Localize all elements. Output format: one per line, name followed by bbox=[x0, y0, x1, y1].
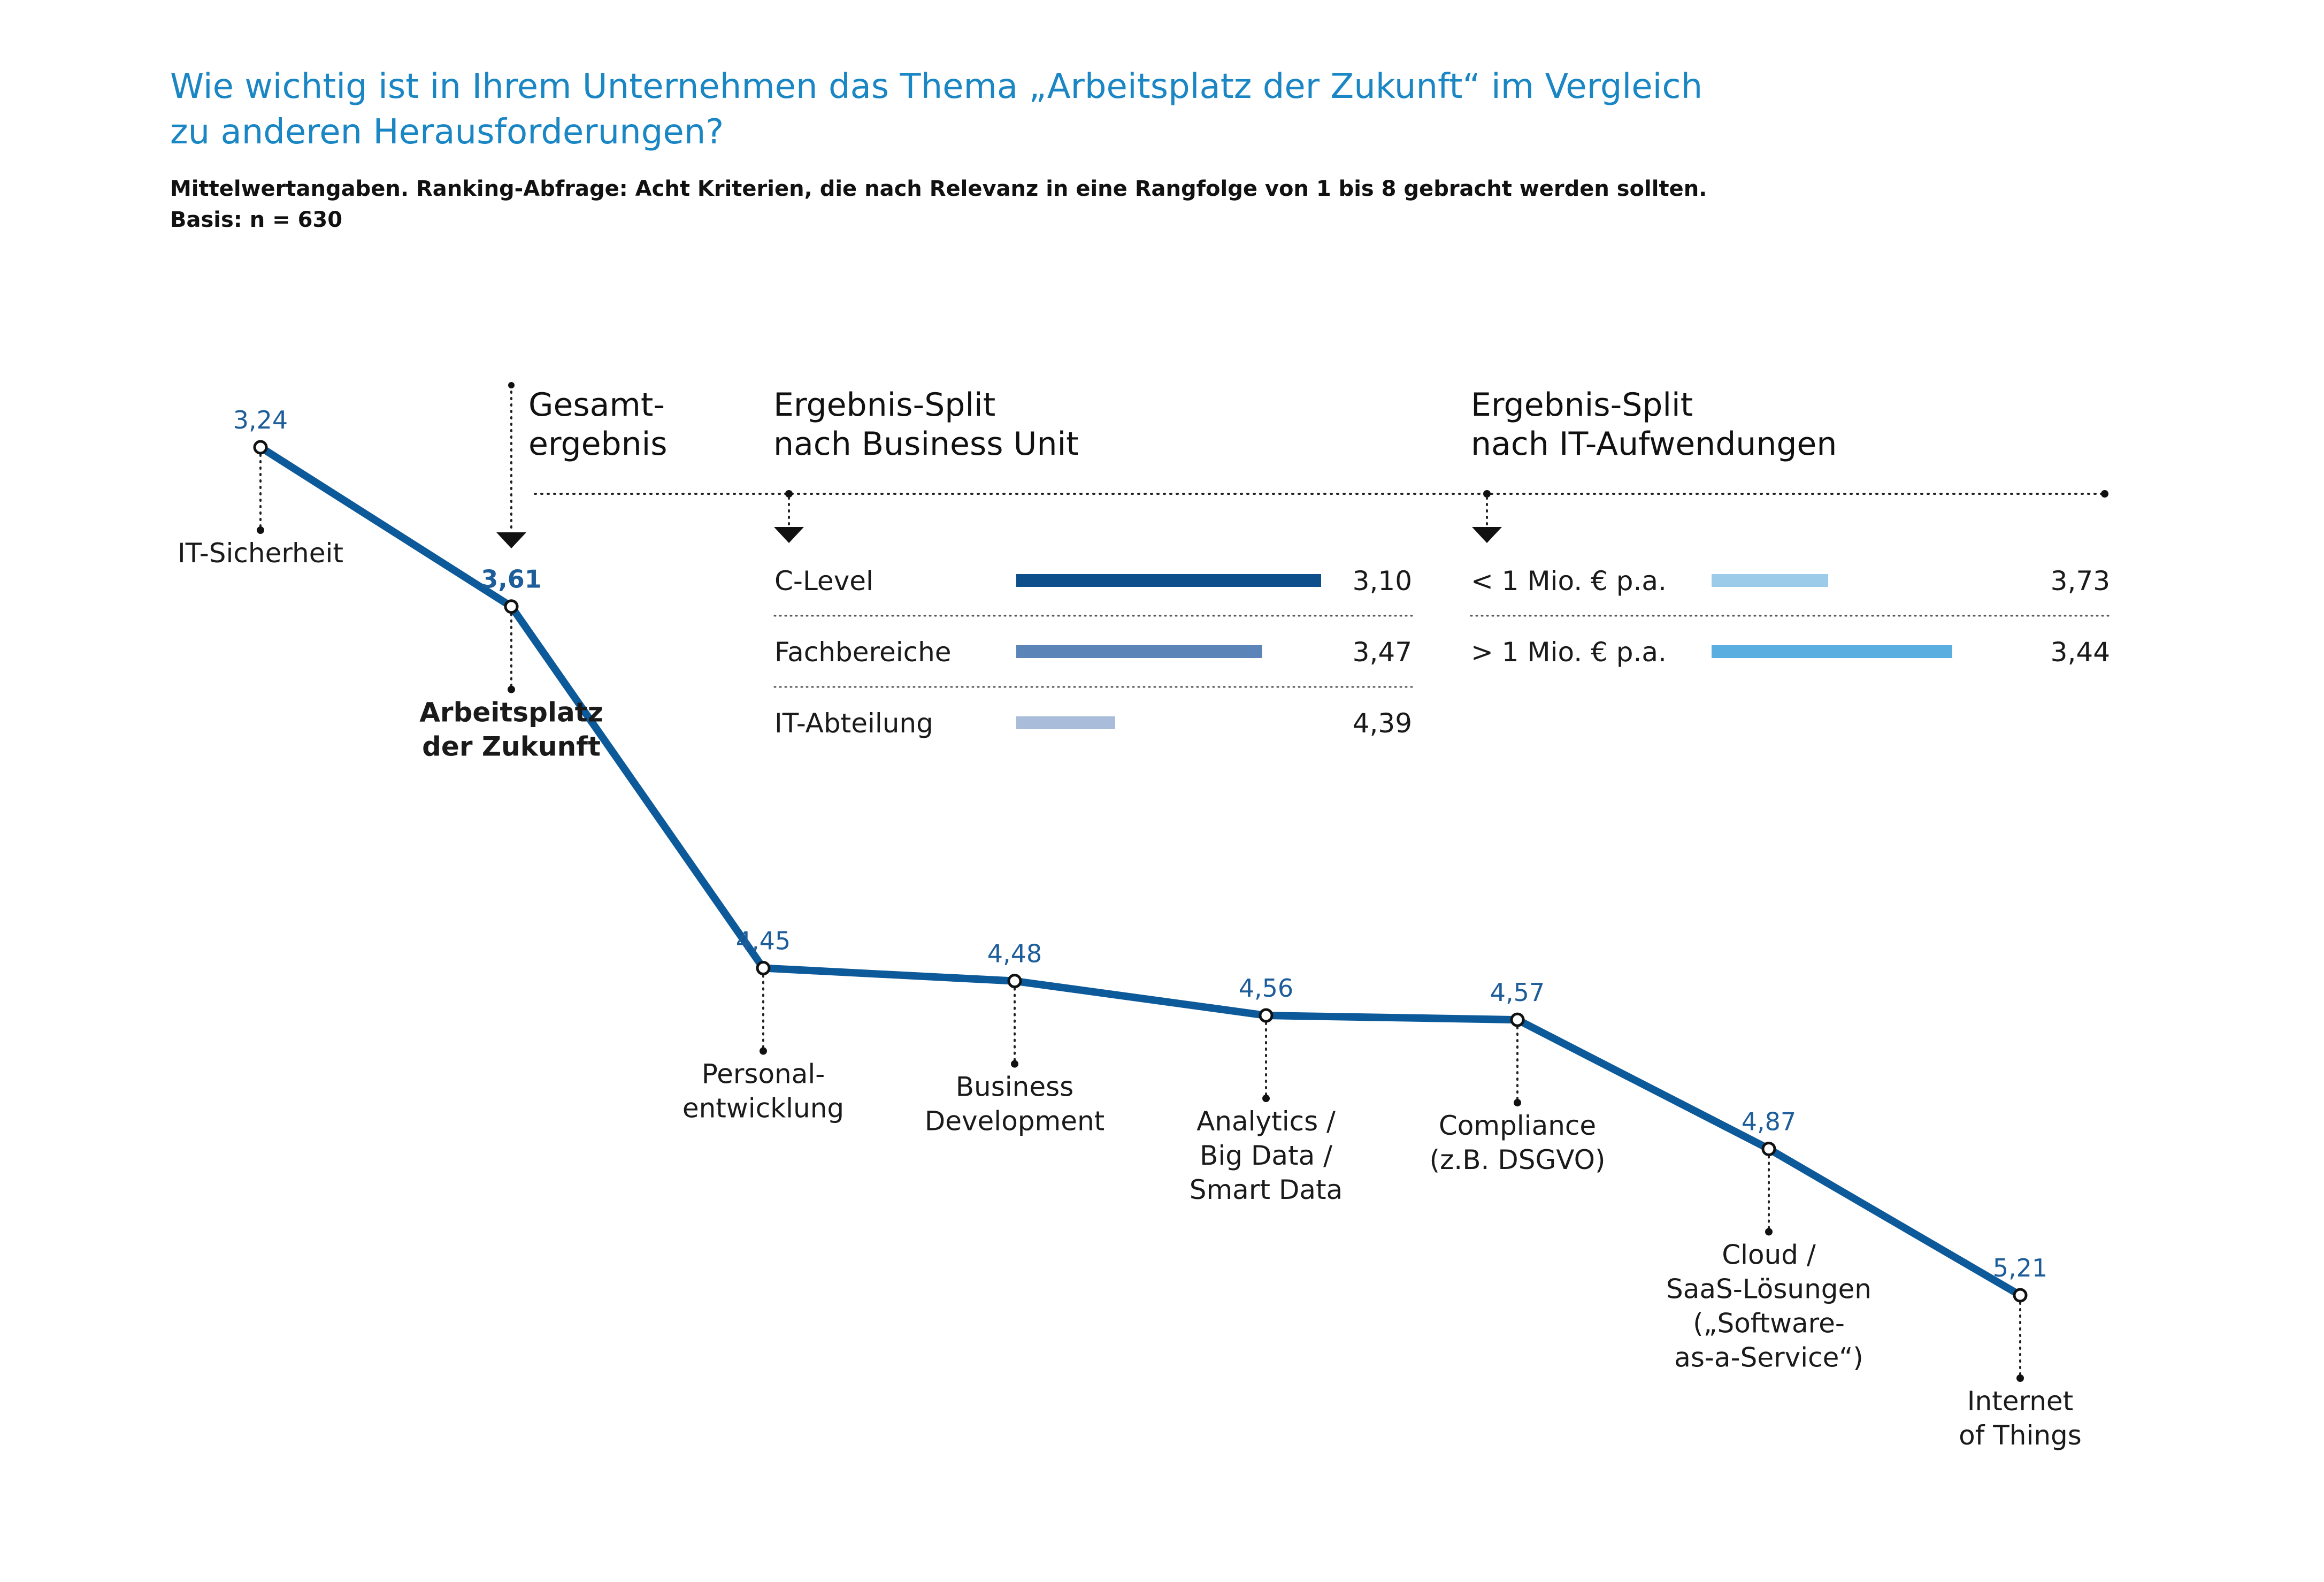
category-label: Cloud / bbox=[1722, 1239, 1816, 1270]
it-spend-heading-line-2: nach IT-Aufwendungen bbox=[1471, 425, 1837, 463]
split-connector-end-dot bbox=[2101, 490, 2108, 498]
connector-lines bbox=[496, 382, 2108, 548]
category-label: Internet bbox=[1967, 1386, 2074, 1417]
category-label: entwicklung bbox=[682, 1093, 844, 1124]
data-point bbox=[2013, 1288, 2028, 1303]
category-label: („Software- bbox=[1693, 1308, 1845, 1339]
business-unit-connector-dot bbox=[785, 490, 793, 498]
overall-connector-top-dot bbox=[508, 382, 515, 388]
it-spend-heading-line-1: Ergebnis-Split bbox=[1471, 386, 1693, 424]
category-label: SaaS-Lösungen bbox=[1666, 1273, 1872, 1304]
data-point bbox=[504, 599, 519, 614]
business-unit-bar bbox=[1016, 716, 1115, 729]
chart-subtitle-line-1: Mittelwertangaben. Ranking-Abfrage: Acht… bbox=[170, 177, 1707, 201]
data-point bbox=[1761, 1141, 1776, 1156]
leader-end-dot bbox=[1011, 1060, 1018, 1068]
business-unit-heading-line-2: nach Business Unit bbox=[773, 425, 1079, 463]
category-label: Personal- bbox=[702, 1059, 825, 1090]
data-label: 4,87 bbox=[1742, 1107, 1796, 1136]
chart-subtitle-line-2: Basis: n = 630 bbox=[170, 208, 342, 232]
data-label: 3,24 bbox=[233, 406, 288, 434]
business-unit-row-label: C-Level bbox=[774, 565, 873, 597]
business-unit-bar bbox=[1016, 645, 1262, 658]
it-spend-row-label: > 1 Mio. € p.a. bbox=[1471, 637, 1667, 668]
overall-heading-line-2: ergebnis bbox=[528, 425, 668, 463]
it-spend-row-value: 3,44 bbox=[2051, 637, 2110, 668]
business-unit-bar bbox=[1016, 574, 1321, 587]
data-label: 5,21 bbox=[1993, 1254, 2047, 1282]
it-spend-table: < 1 Mio. € p.a. 3,73 > 1 Mio. € p.a. 3,44 bbox=[1470, 565, 2111, 668]
data-label: 4,45 bbox=[736, 927, 791, 956]
chart-title-line-1: Wie wichtig ist in Ihrem Unternehmen das… bbox=[170, 67, 1702, 106]
it-spend-connector-dot bbox=[1483, 490, 1491, 498]
business-unit-table: C-Level 3,10 Fachbereiche 3,47 IT-Abteilung 4… bbox=[773, 565, 1413, 739]
leader-end-dot bbox=[508, 685, 515, 693]
category-label: (z.B. DSGVO) bbox=[1430, 1144, 1606, 1175]
it-spend-heading: Ergebnis-Split nach IT-Aufwendungen bbox=[1471, 386, 1837, 463]
data-label: 4,48 bbox=[987, 939, 1042, 968]
overall-heading-line-1: Gesamt- bbox=[528, 386, 665, 424]
it-spend-bar bbox=[1712, 645, 1952, 658]
category-label: Big Data / bbox=[1200, 1140, 1332, 1171]
category-label: Arbeitsplatz bbox=[419, 697, 603, 728]
it-spend-bar bbox=[1712, 574, 1828, 587]
business-unit-row-label: Fachbereiche bbox=[774, 637, 952, 668]
series-line bbox=[257, 444, 2024, 1299]
category-label: as-a-Service“) bbox=[1674, 1342, 1863, 1373]
leader-end-dot bbox=[1514, 1099, 1521, 1107]
data-point bbox=[756, 961, 771, 976]
business-unit-row-value: 3,47 bbox=[1353, 637, 1412, 668]
chart-title-line-2: zu anderen Herausforderungen? bbox=[170, 112, 724, 152]
business-unit-heading: Ergebnis-Split nach Business Unit bbox=[773, 386, 1079, 463]
data-label: 4,56 bbox=[1239, 974, 1293, 1003]
category-label: Analytics / bbox=[1196, 1106, 1336, 1137]
overall-heading: Gesamt- ergebnis bbox=[528, 386, 668, 463]
data-point bbox=[1007, 974, 1022, 989]
category-label: IT-Sicherheit bbox=[178, 538, 343, 569]
business-unit-heading-line-1: Ergebnis-Split bbox=[773, 386, 995, 424]
business-unit-row-value: 3,10 bbox=[1353, 565, 1412, 597]
it-spend-arrow-icon bbox=[1472, 527, 1502, 543]
category-label: Compliance bbox=[1439, 1110, 1596, 1141]
leader-end-dot bbox=[1765, 1228, 1773, 1236]
category-label: Development bbox=[925, 1106, 1105, 1137]
data-label: 4,57 bbox=[1490, 978, 1545, 1007]
leader-end-dot bbox=[2016, 1374, 2024, 1382]
data-point bbox=[1510, 1012, 1525, 1027]
data-point bbox=[253, 440, 268, 455]
leader-end-dot bbox=[760, 1047, 767, 1055]
overall-arrow-icon bbox=[496, 532, 526, 548]
category-label: der Zukunft bbox=[422, 731, 601, 762]
data-point bbox=[1259, 1008, 1274, 1023]
business-unit-row-label: IT-Abteilung bbox=[774, 708, 933, 739]
business-unit-row-value: 4,39 bbox=[1353, 708, 1412, 739]
category-label: of Things bbox=[1959, 1420, 2082, 1451]
business-unit-arrow-icon bbox=[774, 527, 804, 543]
it-spend-row-value: 3,73 bbox=[2051, 565, 2110, 597]
it-spend-row-label: < 1 Mio. € p.a. bbox=[1471, 565, 1667, 597]
leader-end-dot bbox=[257, 526, 264, 534]
category-label: Business bbox=[956, 1072, 1073, 1103]
data-label: 3,61 bbox=[481, 565, 542, 594]
category-label: Smart Data bbox=[1190, 1174, 1343, 1205]
leader-end-dot bbox=[1262, 1095, 1270, 1103]
